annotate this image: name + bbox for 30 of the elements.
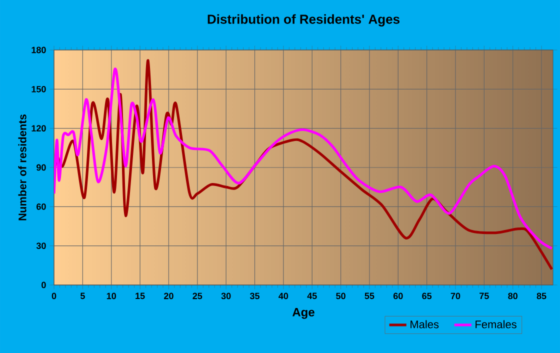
y-tick-label: 180 bbox=[32, 46, 46, 54]
y-tick-label: 90 bbox=[36, 164, 46, 171]
x-axis-title: Age bbox=[292, 308, 314, 319]
x-tick-label: 10 bbox=[106, 292, 116, 300]
x-tick-label: 55 bbox=[364, 292, 374, 300]
y-axis-title: Number of residents bbox=[18, 114, 26, 220]
legend-label: Males bbox=[410, 320, 439, 328]
y-tick-label: 150 bbox=[32, 86, 46, 92]
x-tick-label: 20 bbox=[164, 292, 174, 300]
x-tick-label: 75 bbox=[480, 292, 489, 300]
x-tick-label: 35 bbox=[250, 292, 260, 300]
y-tick-label: 0 bbox=[42, 282, 46, 288]
x-tick-label: 80 bbox=[508, 292, 518, 300]
x-tick-label: 70 bbox=[450, 292, 460, 300]
x-tick-label: 45 bbox=[307, 292, 317, 300]
y-tick-label: 30 bbox=[36, 242, 46, 250]
x-tick-label: 15 bbox=[136, 292, 145, 300]
x-tick-label: 40 bbox=[278, 292, 288, 300]
x-tick-label: 50 bbox=[336, 292, 346, 300]
chart-title: Distribution of Residents' Ages bbox=[208, 14, 400, 26]
x-tick-label: 60 bbox=[393, 292, 403, 300]
y-tick-label: 60 bbox=[36, 203, 46, 210]
x-tick-label: 5 bbox=[80, 292, 85, 300]
x-tick-label: 25 bbox=[192, 292, 202, 300]
legend-label: Females bbox=[476, 320, 516, 328]
x-tick-label: 30 bbox=[221, 292, 231, 300]
x-tick-label: 85 bbox=[536, 292, 546, 300]
x-tick-label: 65 bbox=[422, 292, 432, 300]
x-tick-label: 0 bbox=[52, 292, 56, 300]
y-tick-label: 120 bbox=[32, 125, 46, 132]
